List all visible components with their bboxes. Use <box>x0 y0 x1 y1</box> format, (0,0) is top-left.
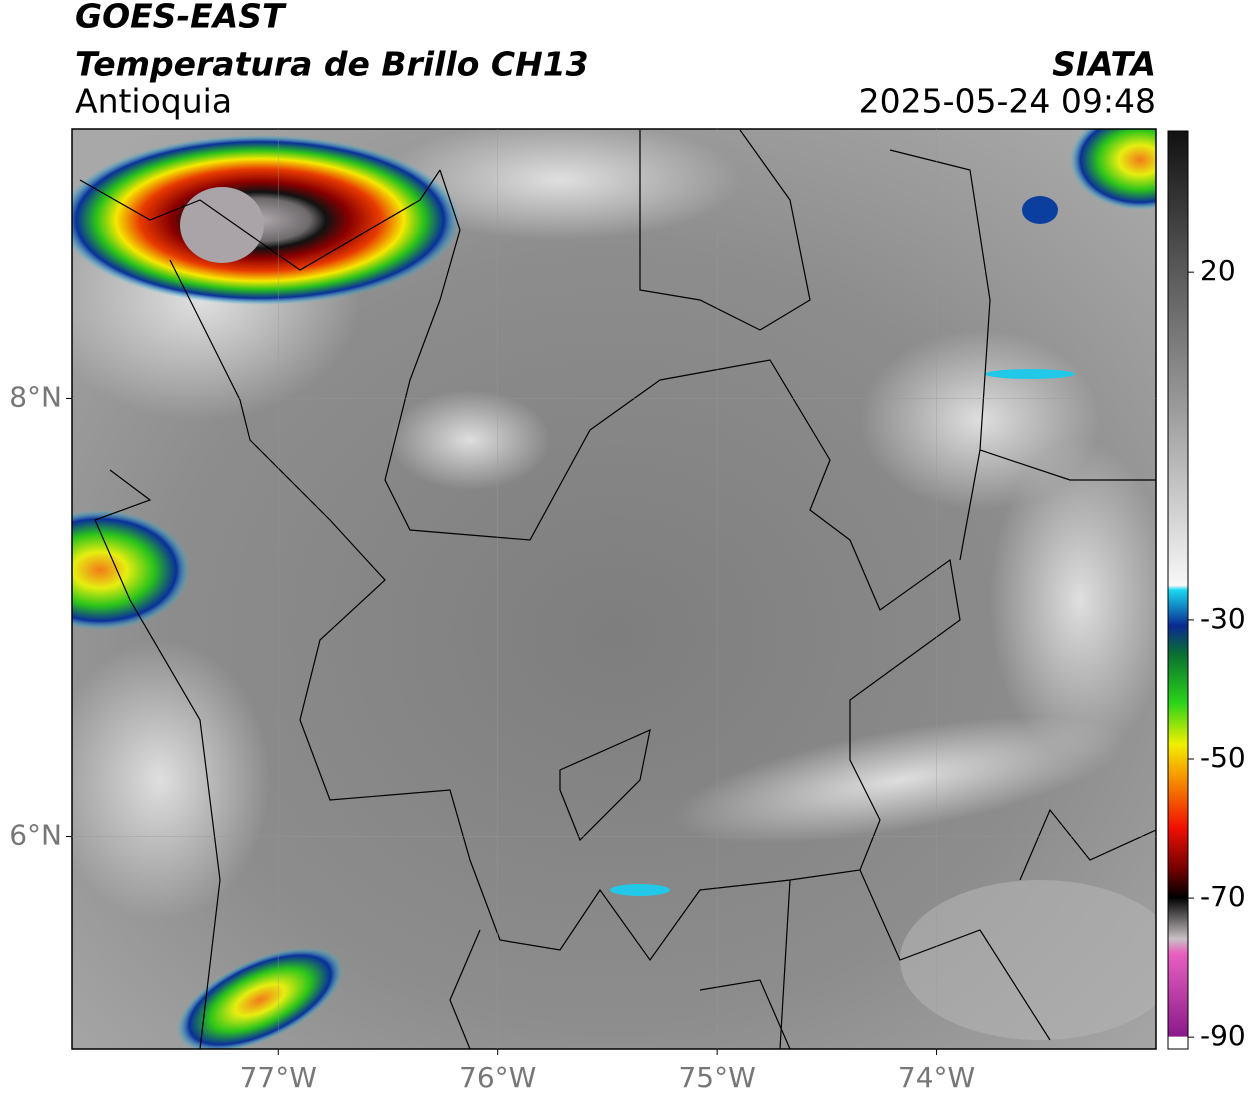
y-tick-label: 8°N <box>9 380 62 413</box>
colorbar-tick-label: -50 <box>1200 741 1246 774</box>
region: Antioquia <box>75 82 232 121</box>
colorbar <box>1167 130 1189 1050</box>
x-tick-label: 77°W <box>240 1061 317 1094</box>
colorbar-tick-label: -90 <box>1200 1019 1246 1052</box>
x-tick-label: 75°W <box>678 1061 755 1094</box>
colorbar-tick-label: 20 <box>1200 254 1236 287</box>
map-frame <box>71 128 1157 1050</box>
satellite-image <box>72 129 1156 1049</box>
colorbar-tick-label: -70 <box>1200 880 1246 913</box>
y-tick-label: 6°N <box>9 819 62 852</box>
datetime: 2025-05-24 09:48 <box>859 82 1156 121</box>
x-tick-label: 76°W <box>459 1061 536 1094</box>
source: SIATA <box>1052 45 1156 84</box>
colorbar-tick-label: -30 <box>1200 602 1246 635</box>
x-tick-label: 74°W <box>898 1061 975 1094</box>
title: GOES-EAST <box>75 0 287 36</box>
subtitle: Temperatura de Brillo CH13 <box>75 45 589 84</box>
